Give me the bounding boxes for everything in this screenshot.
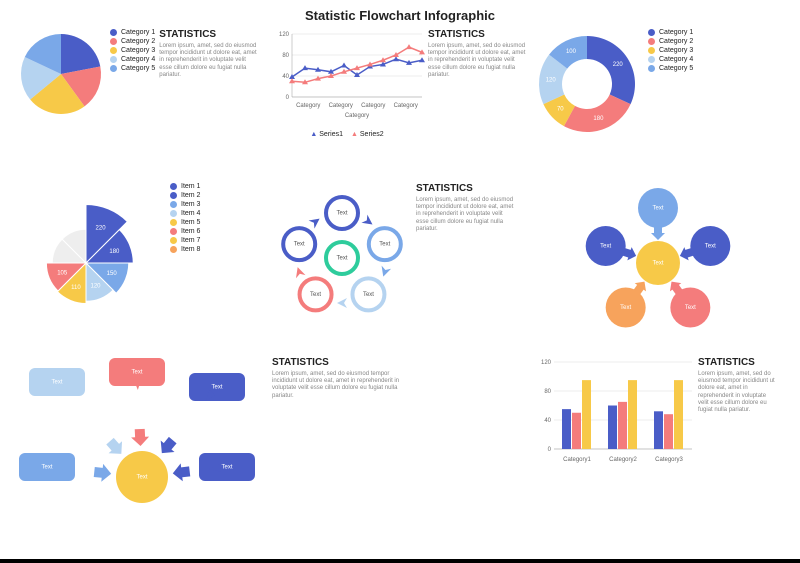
svg-text:Category: Category <box>345 113 369 119</box>
svg-text:40: 40 <box>544 418 551 424</box>
svg-text:120: 120 <box>541 360 552 366</box>
svg-text:Text: Text <box>363 292 374 298</box>
svg-text:Text: Text <box>379 242 390 248</box>
svg-text:110: 110 <box>71 285 81 291</box>
chart-grid: Category 1Category 2Category 3Category 4… <box>16 29 784 537</box>
speechflow-panel: Text Text Text Text Text Text <box>16 357 268 537</box>
stats-title: STATISTICS <box>272 357 329 368</box>
svg-text:Category: Category <box>394 103 418 109</box>
svg-text:Text: Text <box>652 206 663 212</box>
svg-text:100: 100 <box>566 49 577 55</box>
svg-text:Category2: Category2 <box>609 457 637 463</box>
bubblecycle-panel: Text Text Text Text Text Text <box>532 183 784 353</box>
donut-panel: 220 180 70 120 100 Category 1Category 2Categ… <box>532 29 784 179</box>
svg-text:220: 220 <box>613 62 624 68</box>
bubble-cycle: Text Text Text Text Text Text <box>558 183 758 343</box>
svg-text:105: 105 <box>57 270 68 276</box>
pie-panel: Category 1Category 2Category 3Category 4… <box>16 29 268 179</box>
svg-text:Text: Text <box>336 256 347 262</box>
svg-text:Category: Category <box>329 103 353 109</box>
svg-text:Text: Text <box>336 211 347 217</box>
svg-text:Text: Text <box>41 465 52 471</box>
svg-text:Text: Text <box>620 305 631 311</box>
svg-text:80: 80 <box>544 389 551 395</box>
stats-panel: STATISTICS Lorem ipsum, amet, sed do eiu… <box>272 357 528 537</box>
stats-text: Lorem ipsum, amet, sed do eiusmod tempor… <box>698 371 778 414</box>
pie-chart <box>16 29 106 119</box>
svg-text:80: 80 <box>282 53 289 59</box>
stats-text: Lorem ipsum, amet, sed do eiusmod tempor… <box>272 371 412 400</box>
svg-text:Category3: Category3 <box>655 457 683 463</box>
svg-text:Text: Text <box>600 244 611 250</box>
stats-text: Lorem ipsum, amet, sed do eiusmod tempor… <box>416 197 516 233</box>
svg-text:120: 120 <box>546 77 557 83</box>
svg-text:Category: Category <box>296 103 320 109</box>
svg-text:40: 40 <box>282 74 289 80</box>
svg-text:Category: Category <box>361 103 385 109</box>
svg-text:Text: Text <box>136 475 147 481</box>
stats-title: STATISTICS <box>416 183 516 194</box>
line-chart: 0 40 80 120 Category Category Category Category… <box>272 29 422 129</box>
bar-chart: 0 40 80 120 Category1 Category2 Category3 <box>532 357 692 487</box>
svg-text:0: 0 <box>548 447 552 453</box>
ringcycle-panel: Text Text Text Text Text Text STATISTICS Lore… <box>272 183 528 353</box>
svg-text:Text: Text <box>310 292 321 298</box>
wheel-legend: Item 1Item 2Item 3Item 4Item 5Item 6Item… <box>170 183 200 255</box>
line-legend: ▲ Series1▲ Series2 <box>272 131 422 138</box>
donut-legend: Category 1Category 2Category 3Category 4… <box>648 29 693 74</box>
bar-panel: 0 40 80 120 Category1 Category2 Category3 STAT… <box>532 357 784 537</box>
wheel-chart: 220 180 150 120 110 105 <box>16 183 166 333</box>
svg-text:Text: Text <box>51 380 62 386</box>
svg-text:150: 150 <box>107 271 118 277</box>
svg-text:180: 180 <box>593 116 604 122</box>
svg-text:180: 180 <box>109 249 120 255</box>
stats-text: Lorem ipsum, amet, sed do eiusmod tempor… <box>428 43 528 79</box>
line-panel: 0 40 80 120 Category Category Category Category… <box>272 29 528 179</box>
svg-text:120: 120 <box>91 284 102 290</box>
donut-chart: 220 180 70 120 100 <box>532 29 642 139</box>
page-title: Statistic Flowchart Infographic <box>16 8 784 23</box>
svg-text:70: 70 <box>557 106 564 112</box>
svg-text:Text: Text <box>685 305 696 311</box>
ring-cycle: Text Text Text Text Text Text <box>272 183 412 333</box>
speech-flow: Text Text Text Text Text Text <box>22 357 262 527</box>
stats-title: STATISTICS <box>428 29 528 40</box>
svg-text:220: 220 <box>96 225 107 231</box>
svg-text:Text: Text <box>705 244 716 250</box>
svg-text:Text: Text <box>294 242 305 248</box>
wheel-panel: 220 180 150 120 110 105 Item 1Item 2Item 3Ite… <box>16 183 268 353</box>
svg-text:Text: Text <box>131 370 142 376</box>
pie-legend: Category 1Category 2Category 3Category 4… <box>110 29 155 72</box>
svg-text:Category1: Category1 <box>563 457 591 463</box>
svg-text:0: 0 <box>286 95 290 101</box>
stats-text: Lorem ipsum, amet, sed do eiusmod tempor… <box>159 43 259 79</box>
svg-text:Text: Text <box>652 261 663 267</box>
svg-text:Text: Text <box>211 385 222 391</box>
svg-text:120: 120 <box>279 32 290 38</box>
stats-title: STATISTICS <box>159 29 259 40</box>
stats-title: STATISTICS <box>698 357 778 368</box>
svg-text:Text: Text <box>221 465 232 471</box>
